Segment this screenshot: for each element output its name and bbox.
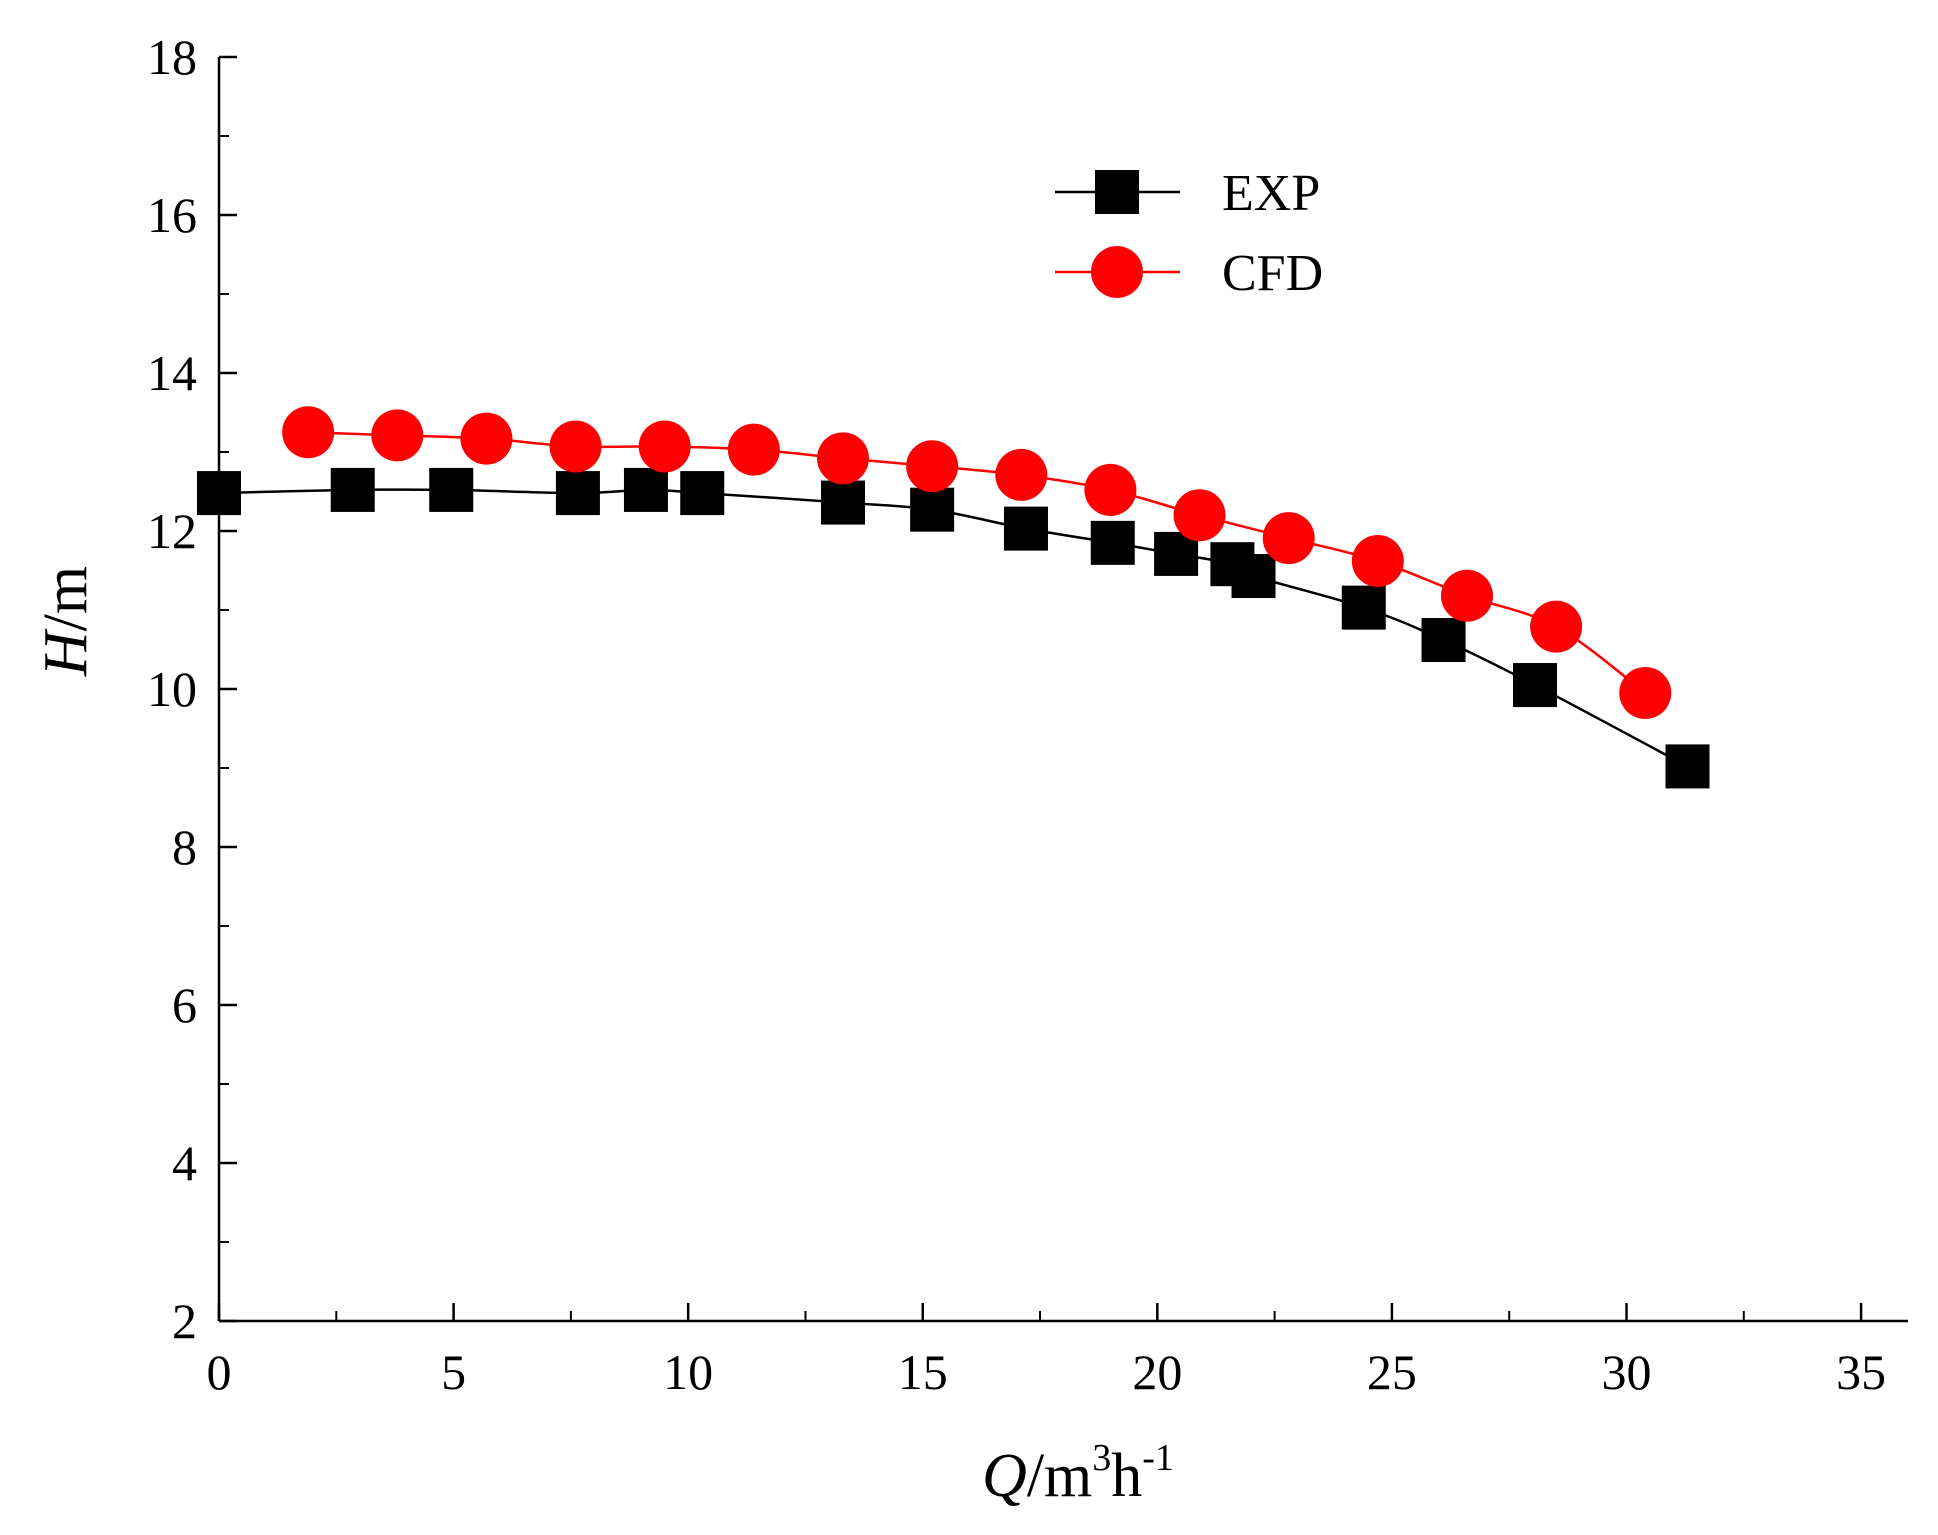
y-tick-label: 12: [147, 503, 197, 559]
x-axis-title-symbol: Q: [982, 1442, 1027, 1510]
x-axis-title-sup2: -1: [1142, 1437, 1174, 1479]
data-point-cfd: [995, 448, 1048, 501]
data-point-exp: [1513, 663, 1558, 708]
data-point-cfd: [1173, 489, 1226, 542]
legend: EXP CFD: [1055, 165, 1323, 302]
data-point-cfd: [549, 420, 602, 473]
data-point-cfd: [1351, 535, 1404, 588]
legend-label-cfd: CFD: [1222, 245, 1323, 302]
legend-label-exp: EXP: [1222, 165, 1320, 222]
data-point-cfd: [727, 423, 780, 476]
data-point-cfd: [1530, 600, 1583, 653]
y-tick-label: 6: [172, 977, 197, 1033]
x-axis-title-unit: /m: [1027, 1442, 1092, 1510]
y-axis-title: H/m: [32, 566, 100, 677]
x-axis-title-mid: h: [1111, 1442, 1142, 1510]
x-tick-label: 35: [1836, 1344, 1886, 1400]
data-point-cfd: [816, 432, 869, 485]
y-tick-label: 14: [147, 345, 197, 401]
x-tick-label: 15: [898, 1344, 948, 1400]
data-point-cfd: [282, 406, 335, 459]
data-point-cfd: [371, 409, 424, 462]
data-point-cfd: [1084, 463, 1137, 516]
data-point-exp: [330, 467, 375, 512]
x-axis-title: Q/m3h-1: [982, 1437, 1174, 1510]
data-point-exp: [820, 480, 865, 525]
data-point-exp: [1341, 585, 1386, 630]
data-point-exp: [197, 471, 241, 516]
y-tick-label: 18: [147, 29, 197, 85]
data-point-cfd: [1619, 666, 1672, 719]
x-tick-label: 30: [1602, 1344, 1652, 1400]
data-point-exp: [1090, 520, 1135, 565]
y-tick-label: 8: [172, 819, 197, 875]
legend-item-exp: EXP: [1055, 165, 1320, 222]
data-point-exp: [555, 471, 600, 516]
x-tick-label: 5: [441, 1344, 466, 1400]
data-point-cfd: [906, 440, 959, 493]
data-point-cfd: [1262, 512, 1315, 565]
series-exp: [197, 467, 1710, 789]
legend-marker-exp: [1095, 170, 1139, 214]
data-point-cfd: [1440, 569, 1493, 622]
series-line-cfd: [308, 431, 1647, 694]
data-point-cfd: [638, 420, 691, 473]
x-tick-label: 25: [1367, 1344, 1417, 1400]
x-tick-label: 0: [207, 1344, 232, 1400]
y-axis-title-symbol: H: [32, 628, 100, 677]
x-axis-title-sup1: 3: [1092, 1437, 1111, 1479]
data-point-exp: [910, 487, 955, 532]
data-point-exp: [1231, 554, 1276, 599]
data-point-exp: [680, 471, 725, 516]
y-tick-label: 16: [147, 187, 197, 243]
y-tick-label: 4: [172, 1135, 197, 1191]
series-layer: [197, 406, 1710, 789]
legend-marker-cfd: [1091, 246, 1143, 298]
data-point-exp: [429, 467, 474, 512]
y-tick-label: 10: [147, 661, 197, 717]
x-tick-label: 10: [663, 1344, 713, 1400]
data-point-cfd: [460, 412, 513, 465]
data-point-exp: [623, 467, 668, 512]
data-point-exp: [1665, 744, 1710, 789]
legend-item-cfd: CFD: [1055, 245, 1323, 302]
axes: 0 5 10 15 20 25 30 35 2 4 6 8 10 12 14 16 18: [147, 29, 1908, 1400]
data-point-exp: [1003, 506, 1048, 551]
y-tick-label: 2: [172, 1293, 197, 1349]
data-point-exp: [1421, 618, 1466, 663]
series-cfd: [282, 406, 1672, 719]
y-axis-title-unit: /m: [32, 566, 100, 631]
x-tick-label: 20: [1132, 1344, 1182, 1400]
